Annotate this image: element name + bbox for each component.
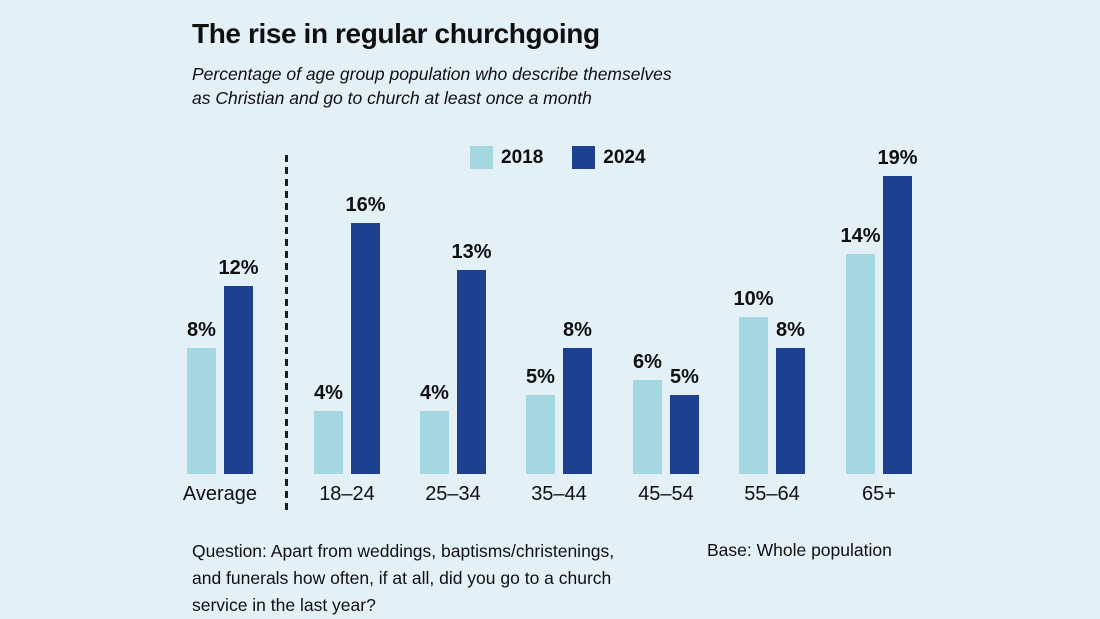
footer-question-line-1: Question: Apart from weddings, baptisms/… [192, 541, 615, 561]
category-label-55–64: 55–64 [744, 483, 800, 505]
bar-2018-25–34 [420, 411, 449, 474]
chart-subtitle: Percentage of age group population who d… [192, 62, 672, 110]
category-label-35–44: 35–44 [531, 483, 587, 505]
category-label-65+: 65+ [862, 483, 896, 505]
category-label-18–24: 18–24 [319, 483, 375, 505]
bar-2024-45–54 [670, 395, 699, 474]
legend-label-2024: 2024 [603, 146, 646, 168]
bar-2024-35–44 [563, 348, 592, 474]
chart-subtitle-line-1: Percentage of age group population who d… [192, 64, 672, 84]
bar-2024-25–34 [457, 270, 486, 474]
category-label-25–34: 25–34 [425, 483, 481, 505]
category-label-Average: Average [182, 483, 258, 505]
footer-question-line-2: and funerals how often, if at all, did y… [192, 568, 612, 588]
bar-2024-55–64 [776, 348, 805, 474]
legend: 2018 2024 [470, 146, 646, 169]
legend-label-2018: 2018 [501, 146, 544, 168]
value-label-2018-35–44: 5% [526, 366, 555, 388]
bar-2024-18–24 [351, 223, 380, 474]
footer-base: Base: Whole population [707, 540, 892, 560]
value-label-2024-35–44: 8% [563, 319, 592, 341]
legend-swatch-2018-icon [470, 146, 493, 169]
bar-2024-65+ [883, 176, 912, 474]
bar-2024-Average [224, 286, 253, 474]
bar-2018-18–24 [314, 411, 343, 474]
category-label-45–54: 45–54 [638, 483, 694, 505]
bar-2018-55–64 [739, 317, 768, 474]
value-label-2024-25–34: 13% [451, 241, 492, 263]
value-label-2018-18–24: 4% [314, 382, 343, 404]
chart-subtitle-line-2: as Christian and go to church at least o… [192, 88, 592, 108]
value-label-2018-65+: 14% [840, 225, 881, 247]
value-label-2024-Average: 12% [218, 257, 259, 279]
value-label-2024-65+: 19% [877, 147, 918, 169]
footer-question-line-3: service in the last year? [192, 595, 376, 615]
value-label-2024-45–54: 5% [670, 366, 699, 388]
value-label-2018-55–64: 10% [733, 288, 774, 310]
average-separator-dashed-line [285, 155, 288, 511]
bar-2018-65+ [846, 254, 875, 474]
chart-title: The rise in regular churchgoing [192, 18, 600, 49]
value-label-2018-45–54: 6% [633, 351, 662, 373]
value-label-2024-18–24: 16% [345, 194, 386, 216]
value-label-2018-Average: 8% [187, 319, 216, 341]
legend-swatch-2024-icon [572, 146, 596, 169]
value-label-2018-25–34: 4% [420, 382, 449, 404]
footer-question: Question: Apart from weddings, baptisms/… [192, 538, 614, 619]
bar-2018-35–44 [526, 395, 555, 474]
bar-2018-45–54 [633, 380, 662, 474]
legend-item-2018: 2018 [470, 146, 543, 169]
legend-item-2024: 2024 [572, 146, 646, 169]
value-label-2024-55–64: 8% [776, 319, 805, 341]
bar-2018-Average [187, 348, 216, 474]
